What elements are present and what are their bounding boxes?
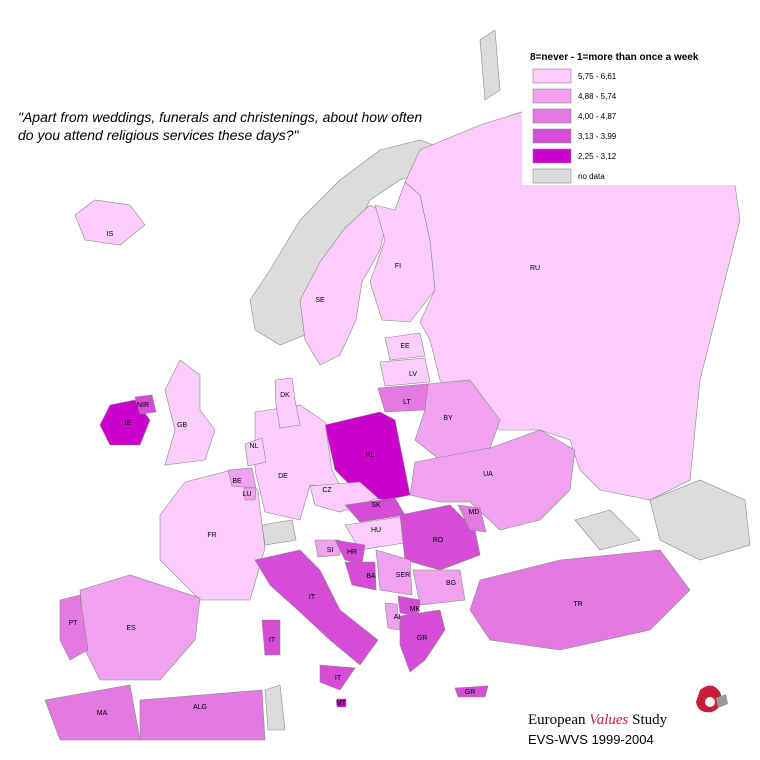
- country-area: [99, 399, 151, 446]
- country-label: PT: [69, 620, 79, 627]
- country-area: [59, 594, 89, 661]
- country-label: ES: [126, 625, 136, 632]
- country-area: [454, 685, 489, 698]
- country-label: RO: [433, 537, 444, 544]
- country-label: GR: [417, 635, 428, 642]
- legend-title: 8=never - 1=more than once a week: [530, 52, 699, 63]
- country-area: [134, 394, 157, 415]
- country-area: [274, 377, 301, 429]
- country-area: [314, 539, 341, 558]
- country-label: LV: [409, 371, 417, 378]
- country-area: [139, 689, 266, 741]
- legend-label: no data: [578, 172, 605, 181]
- country-label: PL: [366, 452, 375, 459]
- country-label: SK: [371, 502, 381, 509]
- country-label: IT: [309, 594, 316, 601]
- country-area: [336, 698, 347, 708]
- country-area: [375, 549, 413, 596]
- legend-swatch: [532, 168, 572, 184]
- country-label: SE: [315, 297, 325, 304]
- no-data-area: [479, 29, 501, 101]
- country-area: [324, 411, 411, 501]
- country-label: IS: [107, 231, 114, 238]
- country-label: CZ: [322, 487, 332, 494]
- country-area: [261, 619, 281, 656]
- country-area: [44, 684, 141, 741]
- brand-word: Study: [632, 712, 668, 728]
- country-label: UA: [483, 471, 493, 478]
- footer-brand: European Values Study: [528, 712, 668, 728]
- footer-source: EVS-WVS 1999-2004: [528, 732, 654, 747]
- country-label: IT: [335, 675, 342, 682]
- legend-label: 4,00 - 4,87: [578, 112, 617, 121]
- country-label: DE: [278, 473, 288, 480]
- legend-label: 2,25 - 3,12: [578, 152, 617, 161]
- country-area: [344, 561, 377, 591]
- legend-swatch: [532, 148, 572, 164]
- legend-label: 4,88 - 5,74: [578, 92, 617, 101]
- country-label: GR: [465, 689, 476, 696]
- country-label: FI: [395, 263, 401, 270]
- country-label: BE: [232, 478, 242, 485]
- country-area: [379, 357, 431, 387]
- legend-swatch: [532, 128, 572, 144]
- country-area: [457, 504, 487, 533]
- country-area: [399, 609, 446, 673]
- country-label: FR: [207, 532, 216, 539]
- country-area: [384, 332, 426, 361]
- legend-swatch: [532, 68, 572, 84]
- country-label: SER: [396, 572, 410, 579]
- no-data-area: [261, 519, 297, 546]
- brand-word: European: [528, 712, 586, 728]
- country-area: [74, 199, 146, 246]
- country-label: GB: [177, 422, 187, 429]
- country-label: MD: [469, 509, 480, 516]
- country-label: HU: [371, 527, 381, 534]
- country-area: [409, 429, 576, 531]
- legend-swatch: [532, 108, 572, 124]
- country-label: BY: [443, 415, 453, 422]
- country-label: LU: [243, 491, 252, 498]
- country-label: DK: [280, 392, 290, 399]
- logo: [696, 685, 728, 713]
- country-label: IE: [125, 420, 132, 427]
- country-area: [244, 437, 267, 467]
- country-label: IT: [269, 637, 276, 644]
- country-label: TR: [573, 601, 582, 608]
- country-label: EE: [400, 343, 410, 350]
- country-area: [79, 574, 201, 681]
- no-data-area: [649, 479, 751, 561]
- country-label: HR: [347, 549, 357, 556]
- question-line: "Apart from weddings, funerals and chris…: [18, 109, 422, 125]
- brand-word: Values: [589, 712, 628, 728]
- no-data-area: [574, 509, 641, 551]
- legend-label: 3,13 - 3,99: [578, 132, 617, 141]
- country-label: NL: [250, 443, 259, 450]
- legend: 8=never - 1=more than once a week 5,75 -…: [522, 45, 760, 185]
- country-label: MK: [410, 606, 421, 613]
- country-label: NIR: [137, 402, 149, 409]
- country-area: [164, 359, 216, 466]
- country-area: [243, 487, 257, 501]
- country-label: SI: [327, 547, 334, 554]
- country-label: AL: [394, 614, 403, 621]
- legend-label: 5,75 - 6,61: [578, 72, 617, 81]
- country-label: MA: [97, 710, 108, 717]
- country-label: RU: [530, 265, 540, 272]
- country-area: [412, 569, 466, 606]
- no-data-area: [264, 684, 286, 731]
- question-line: do you attend religious services these d…: [18, 127, 299, 143]
- country-label: BA: [366, 573, 376, 580]
- country-label: MT: [336, 700, 347, 707]
- legend-swatch: [532, 88, 572, 104]
- country-label: BG: [446, 580, 456, 587]
- country-area: [469, 549, 691, 651]
- country-area: [319, 664, 356, 691]
- country-label: LT: [403, 399, 411, 406]
- country-area: [254, 549, 379, 666]
- country-label: ALG: [193, 704, 207, 711]
